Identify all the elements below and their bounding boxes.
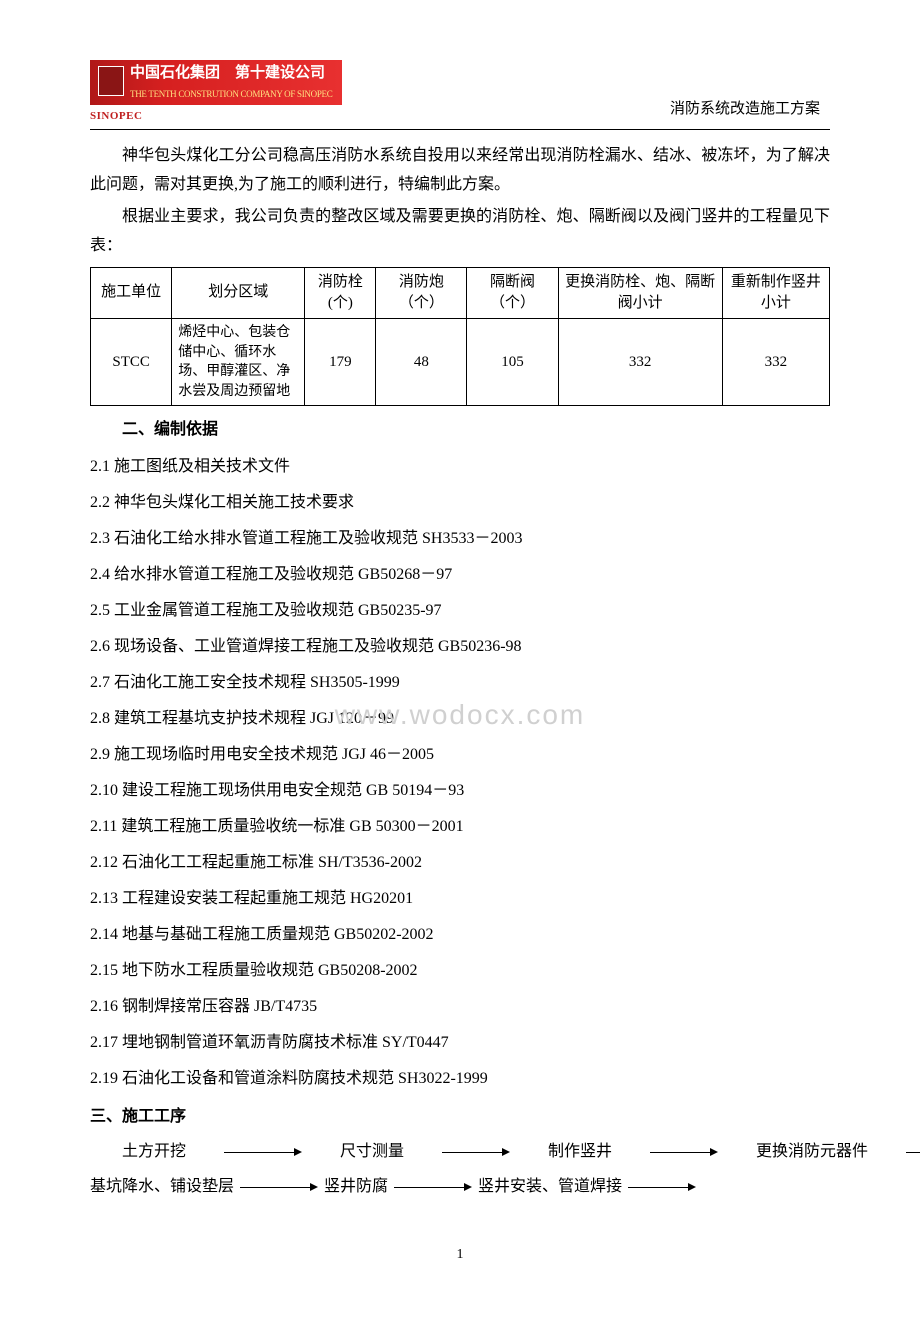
flow-step: 竖井安装、管道焊接 — [478, 1173, 622, 1202]
flow-line-1: 土方开挖尺寸测量制作竖井更换消防元器件 — [90, 1138, 830, 1167]
th-valve: 隔断阀（个） — [467, 267, 558, 318]
page-header: 中国石化集团 第十建设公司 THE TENTH CONSTRUTION COMP… — [90, 60, 830, 130]
section3-title: 三、施工工序 — [90, 1103, 830, 1132]
quantity-table: 施工单位 划分区域 消防栓(个) 消防炮（个） 隔断阀（个） 更换消防栓、炮、隔… — [90, 267, 830, 406]
td-area: 烯烃中心、包装仓储中心、循环水场、甲醇灌区、净水尝及周边预留地 — [172, 318, 305, 405]
ref-item: 2.3 石油化工给水排水管道工程施工及验收规范 SH3533－2003 — [90, 523, 830, 555]
th-subtotal2: 重新制作竖井小计 — [722, 267, 829, 318]
th-unit: 施工单位 — [91, 267, 172, 318]
th-subtotal1: 更换消防栓、炮、隔断阀小计 — [558, 267, 722, 318]
ref-item: 2.14 地基与基础工程施工质量规范 GB50202-2002 — [90, 919, 830, 951]
ref-item: 2.17 埋地钢制管道环氧沥青防腐技术标准 SY/T0447 — [90, 1027, 830, 1059]
page-content: 中国石化集团 第十建设公司 THE TENTH CONSTRUTION COMP… — [90, 60, 830, 1267]
ref-item: 2.10 建设工程施工现场供用电安全规范 GB 50194－93 — [90, 775, 830, 807]
header-doc-title: 消防系统改造施工方案 — [670, 96, 830, 127]
arrow-icon — [394, 1173, 472, 1202]
ref-item: 2.1 施工图纸及相关技术文件 — [90, 451, 830, 483]
flow-step: 竖井防腐 — [324, 1173, 388, 1202]
td-hydrant: 179 — [305, 318, 376, 405]
arrow-icon — [410, 1138, 510, 1167]
ref-item: 2.11 建筑工程施工质量验收统一标准 GB 50300－2001 — [90, 811, 830, 843]
section2-title: 二、编制依据 — [90, 416, 830, 445]
sinopec-label: SINOPEC — [90, 107, 342, 127]
flow-step: 基坑降水、铺设垫层 — [90, 1173, 234, 1202]
ref-item: 2.5 工业金属管道工程施工及验收规范 GB50235-97 — [90, 595, 830, 627]
logo-cn-text: 中国石化集团 第十建设公司 — [130, 65, 325, 81]
ref-item: 2.9 施工现场临时用电安全技术规范 JGJ 46－2005 — [90, 739, 830, 771]
td-valve: 105 — [467, 318, 558, 405]
arrow-icon — [874, 1138, 920, 1167]
ref-item: 2.8 建筑工程基坑支护技术规程 JGJ 120－99 — [90, 703, 830, 735]
td-unit: STCC — [91, 318, 172, 405]
ref-item: 2.19 石油化工设备和管道涂料防腐技术规范 SH3022-1999 — [90, 1063, 830, 1095]
flow-step: 尺寸测量 — [308, 1138, 404, 1167]
ref-item: 2.4 给水排水管道工程施工及验收规范 GB50268－97 — [90, 559, 830, 591]
logo-block: 中国石化集团 第十建设公司 THE TENTH CONSTRUTION COMP… — [90, 60, 342, 127]
intro-paragraph-2: 根据业主要求，我公司负责的整改区域及需要更换的消防栓、炮、隔断阀以及阀门竖井的工… — [90, 203, 830, 261]
logo-banner: 中国石化集团 第十建设公司 THE TENTH CONSTRUTION COMP… — [90, 60, 342, 105]
ref-item: 2.2 神华包头煤化工相关施工技术要求 — [90, 487, 830, 519]
ref-item: 2.13 工程建设安装工程起重施工规范 HG20201 — [90, 883, 830, 915]
page-number: 1 — [90, 1242, 830, 1267]
th-area: 划分区域 — [172, 267, 305, 318]
table-header-row: 施工单位 划分区域 消防栓(个) 消防炮（个） 隔断阀（个） 更换消防栓、炮、隔… — [91, 267, 830, 318]
flow-step: 更换消防元器件 — [724, 1138, 868, 1167]
flow-step: 土方开挖 — [90, 1138, 186, 1167]
section2-list: 2.1 施工图纸及相关技术文件 2.2 神华包头煤化工相关施工技术要求 2.3 石油… — [90, 451, 830, 1095]
th-hydrant: 消防栓(个) — [305, 267, 376, 318]
flow-line-2: 基坑降水、铺设垫层 竖井防腐 竖井安装、管道焊接 — [90, 1173, 830, 1202]
flow-step: 制作竖井 — [516, 1138, 612, 1167]
ref-item: 2.7 石油化工施工安全技术规程 SH3505-1999 — [90, 667, 830, 699]
td-subtotal2: 332 — [722, 318, 829, 405]
arrow-icon — [192, 1138, 302, 1167]
th-cannon: 消防炮（个） — [376, 267, 467, 318]
ref-item: 2.16 钢制焊接常压容器 JB/T4735 — [90, 991, 830, 1023]
ref-item: 2.6 现场设备、工业管道焊接工程施工及验收规范 GB50236-98 — [90, 631, 830, 663]
ref-item: 2.12 石油化工工程起重施工标准 SH/T3536-2002 — [90, 847, 830, 879]
intro-paragraph-1: 神华包头煤化工分公司稳高压消防水系统自投用以来经常出现消防栓漏水、结冰、被冻坏，… — [90, 142, 830, 200]
logo-en-text: THE TENTH CONSTRUTION COMPANY OF SINOPEC — [130, 89, 332, 99]
ref-item: 2.15 地下防水工程质量验收规范 GB50208-2002 — [90, 955, 830, 987]
arrow-icon — [618, 1138, 718, 1167]
td-cannon: 48 — [376, 318, 467, 405]
td-subtotal1: 332 — [558, 318, 722, 405]
arrow-icon — [628, 1173, 696, 1202]
arrow-icon — [240, 1173, 318, 1202]
table-row: STCC 烯烃中心、包装仓储中心、循环水场、甲醇灌区、净水尝及周边预留地 179… — [91, 318, 830, 405]
